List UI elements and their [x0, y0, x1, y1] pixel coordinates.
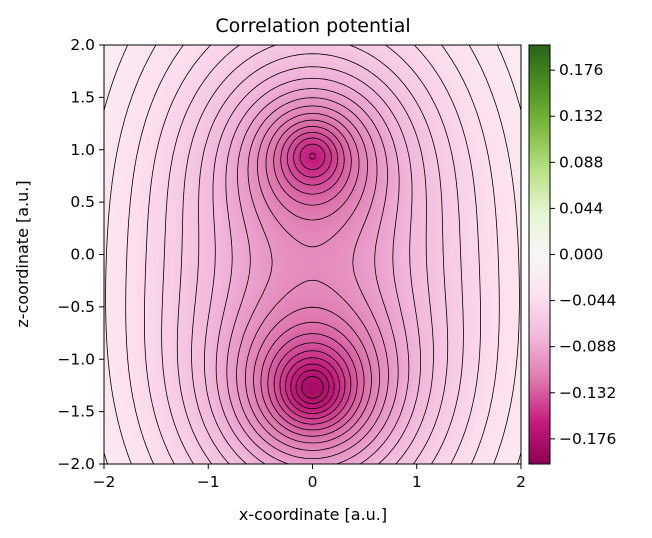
y-tick-label: 0.0 — [70, 246, 95, 264]
x-tick-label: −1 — [197, 473, 220, 491]
y-tick-label: 0.5 — [70, 193, 95, 211]
y-tick-label: −2.0 — [57, 455, 95, 473]
x-axis: −2 −1 0 1 2 — [93, 464, 526, 491]
contour-level-6 — [267, 126, 358, 431]
colorbar-tick-label: 0.176 — [559, 61, 603, 79]
y-tick-label: 1.0 — [70, 141, 95, 159]
x-tick-label: 1 — [412, 473, 422, 491]
contour-level-17 — [144, 45, 481, 464]
contour-level-9 — [245, 105, 380, 451]
contour-lines — [104, 45, 521, 464]
contour-level-11 — [226, 88, 399, 464]
colorbar-tick-label: −0.044 — [559, 292, 616, 310]
potential-field — [104, 45, 521, 464]
colorbar-tick-label: −0.132 — [559, 384, 616, 402]
contour-level-10 — [236, 97, 389, 459]
contour-level-15 — [176, 45, 449, 464]
contour-level-20 — [104, 45, 521, 464]
contour-level-1 — [295, 369, 330, 405]
contour-level-19 — [105, 45, 520, 464]
colorbar-gradient — [529, 45, 550, 464]
y-tick-label: −1.5 — [57, 403, 95, 421]
colorbar-tick-label: 0.044 — [559, 199, 603, 217]
chart-title: Correlation potential — [215, 15, 410, 37]
colorbar-tick-label: 0.000 — [559, 246, 603, 264]
contour-level-14 — [191, 53, 434, 464]
colorbar: −0.176 −0.132 −0.088 −0.044 0.000 0.044 0.088 0… — [528, 44, 616, 465]
plot-area — [103, 44, 522, 465]
y-tick-label: −1.0 — [57, 350, 95, 368]
contour-level-12 — [215, 77, 410, 464]
contour-level-4 — [279, 137, 346, 420]
contour-level-8 — [253, 113, 372, 444]
y-axis-label: z-coordinate [a.u.] — [13, 180, 32, 327]
colorbar-tick-label: −0.176 — [559, 430, 616, 448]
contour-level-3 — [285, 143, 340, 414]
y-tick-label: 1.5 — [70, 88, 95, 106]
colorbar-tick-label: −0.088 — [559, 338, 616, 356]
contour-level-0 — [301, 376, 324, 399]
x-tick-label: 2 — [516, 473, 526, 491]
y-axis: −2.0 −1.5 −1.0 −0.5 0.0 0.5 1.0 1.5 2.0 — [57, 36, 104, 473]
x-tick-label: 0 — [308, 473, 318, 491]
y-tick-label: 2.0 — [70, 36, 95, 54]
contour-level-7 — [260, 119, 365, 437]
contour-level-16 — [161, 45, 464, 464]
colorbar-ticks: −0.176 −0.132 −0.088 −0.044 0.000 0.044 0.088 0… — [550, 61, 616, 448]
colorbar-tick-label: 0.132 — [559, 107, 603, 125]
contour-level-2 — [290, 152, 335, 410]
contour-level-5 — [273, 131, 352, 425]
colorbar-tick-label: 0.088 — [559, 153, 603, 171]
contour-level-13 — [204, 66, 421, 464]
y-tick-label: −0.5 — [57, 298, 95, 316]
x-tick-label: −2 — [93, 473, 116, 491]
contour-level-18 — [125, 45, 500, 464]
x-axis-label: x-coordinate [a.u.] — [239, 505, 387, 524]
